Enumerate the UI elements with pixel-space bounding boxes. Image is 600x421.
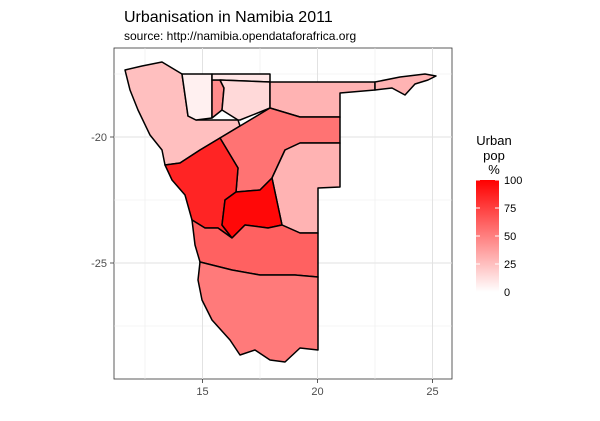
legend-title-line-1: Urban: [476, 133, 511, 148]
legend-title-line-2: pop: [483, 148, 505, 163]
map-regions: [124, 61, 437, 363]
y-axis: -20 -25: [91, 132, 114, 270]
legend-colorbar: [476, 180, 499, 292]
legend-tick-label: 25: [504, 259, 516, 271]
legend-ticks: 0 25 50 75 100: [476, 175, 522, 299]
chart-subtitle: source: http://namibia.opendataforafrica…: [124, 29, 356, 43]
legend-tick-label: 0: [504, 287, 510, 299]
region-karas: [197, 261, 319, 363]
y-tick-label: -25: [91, 258, 107, 270]
x-tick-label: 25: [426, 386, 438, 398]
legend-tick-label: 50: [504, 231, 516, 243]
region-zambezi: [374, 73, 437, 96]
x-tick-label: 15: [196, 386, 208, 398]
x-tick-label: 20: [311, 386, 323, 398]
y-tick-label: -20: [91, 132, 107, 144]
legend: Urban pop % 0 25 50 75 100: [476, 133, 522, 299]
legend-tick-label: 75: [504, 203, 516, 215]
legend-title-line-3: %: [488, 162, 500, 177]
x-axis: 15 20 25: [196, 379, 439, 398]
chart-title: Urbanisation in Namibia 2011: [124, 9, 333, 26]
legend-tick-label: 100: [504, 175, 522, 187]
